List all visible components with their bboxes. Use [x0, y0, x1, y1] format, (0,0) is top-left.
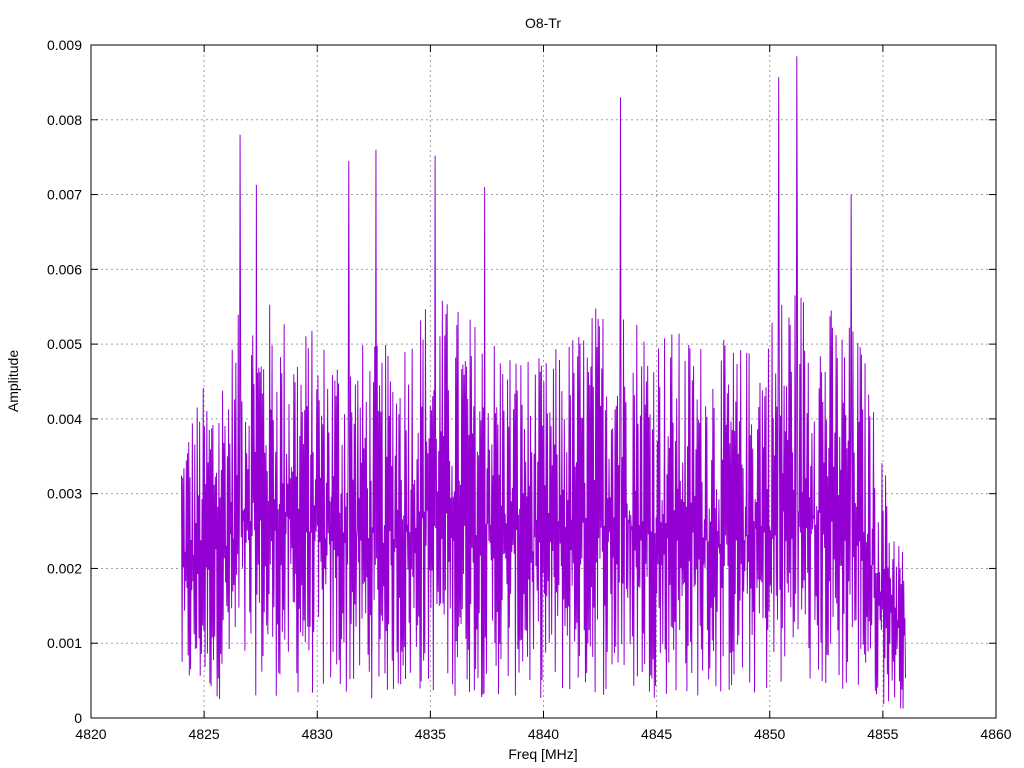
y-tick-label: 0.009	[47, 37, 82, 53]
x-tick-label: 4840	[528, 726, 559, 742]
x-tick-label: 4835	[415, 726, 446, 742]
x-tick-label: 4825	[189, 726, 220, 742]
y-axis-title: Amplitude	[5, 350, 21, 412]
x-tick-labels: 4820 4825 4830 4835 4840 4845 4850 4855 4860	[75, 726, 1011, 742]
x-tick-label: 4820	[75, 726, 106, 742]
y-tick-label: 0.004	[47, 411, 82, 427]
ticks	[90, 44, 997, 719]
y-tick-label: 0.002	[47, 560, 82, 576]
x-tick-label: 4830	[302, 726, 333, 742]
series-group	[181, 56, 906, 709]
y-tick-label: 0.003	[47, 486, 82, 502]
y-tick-label: 0.008	[47, 112, 82, 128]
x-tick-label: 4845	[641, 726, 672, 742]
y-tick-label: 0.001	[47, 635, 82, 651]
y-tick-label: 0.006	[47, 261, 82, 277]
y-tick-label: 0	[74, 710, 82, 726]
series-line	[181, 56, 906, 709]
y-tick-labels: 0 0.001 0.002 0.003 0.004 0.005 0.006 0.007 0.00…	[47, 37, 82, 726]
x-axis-title: Freq [MHz]	[508, 746, 577, 762]
y-tick-label: 0.005	[47, 336, 82, 352]
y-tick-label: 0.007	[47, 187, 82, 203]
chart-title: O8-Tr	[525, 15, 561, 31]
x-tick-label: 4850	[754, 726, 785, 742]
x-tick-label: 4860	[980, 726, 1011, 742]
x-tick-label: 4855	[867, 726, 898, 742]
